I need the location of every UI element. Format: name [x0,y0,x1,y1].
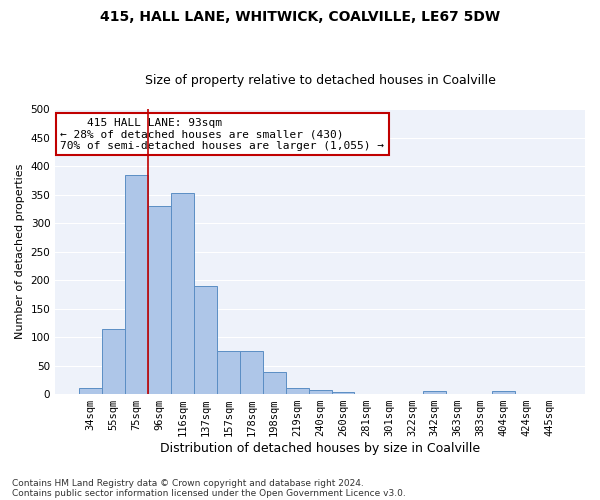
Bar [148,206,171,394]
Bar [263,372,286,394]
Bar [423,391,446,394]
Bar [171,194,194,394]
Title: Size of property relative to detached houses in Coalville: Size of property relative to detached ho… [145,74,496,87]
Bar [308,390,332,394]
Bar [492,391,515,394]
Text: Contains public sector information licensed under the Open Government Licence v3: Contains public sector information licen… [12,488,406,498]
Bar [194,286,217,394]
Bar [102,328,125,394]
Text: 415 HALL LANE: 93sqm
← 28% of detached houses are smaller (430)
70% of semi-deta: 415 HALL LANE: 93sqm ← 28% of detached h… [61,118,385,151]
Bar [286,388,308,394]
Bar [217,351,240,394]
Bar [125,174,148,394]
Bar [79,388,102,394]
X-axis label: Distribution of detached houses by size in Coalville: Distribution of detached houses by size … [160,442,480,455]
Text: Contains HM Land Registry data © Crown copyright and database right 2024.: Contains HM Land Registry data © Crown c… [12,478,364,488]
Bar [240,351,263,394]
Text: 415, HALL LANE, WHITWICK, COALVILLE, LE67 5DW: 415, HALL LANE, WHITWICK, COALVILLE, LE6… [100,10,500,24]
Y-axis label: Number of detached properties: Number of detached properties [15,164,25,339]
Bar [332,392,355,394]
